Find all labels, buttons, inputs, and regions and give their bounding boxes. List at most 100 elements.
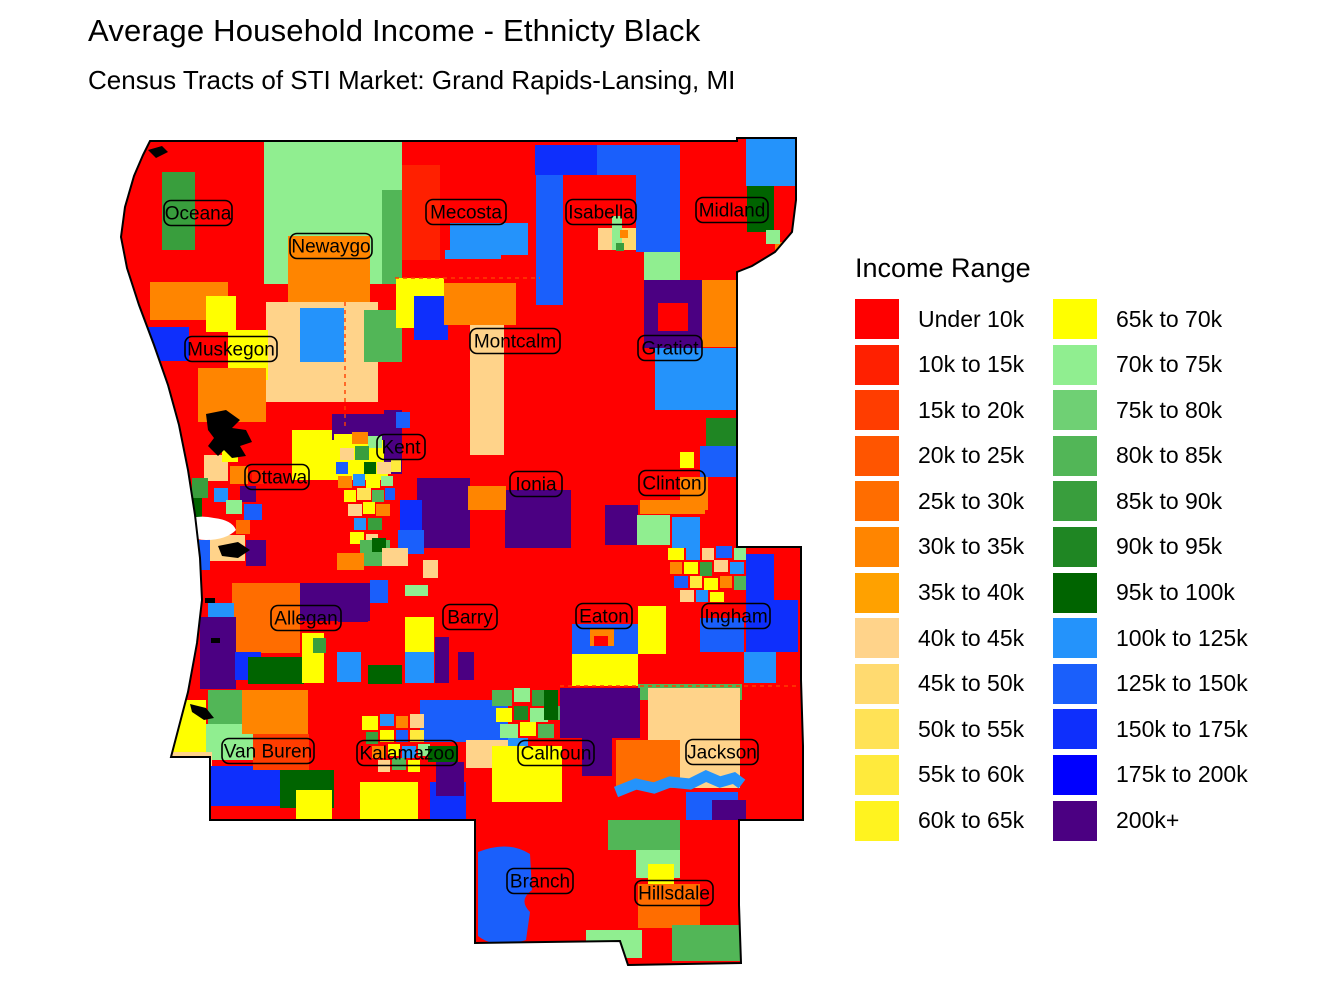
legend-swatch [1053,618,1097,659]
svg-text:Montcalm: Montcalm [474,332,556,353]
legend-item: 50k to 55k [855,709,1053,750]
county-label-branch: Branch [506,867,574,895]
legend-item: 65k to 70k [1053,299,1248,339]
svg-text:Ionia: Ionia [515,475,557,496]
county-label-hillsdale: Hillsdale [634,879,714,907]
legend-item: 80k to 85k [1053,435,1248,476]
legend-label: 55k to 60k [918,761,1025,788]
legend-item: 10k to 15k [855,344,1053,385]
income-range-legend: Income Range Under 10k 10k to 15k 15k to 2… [855,252,1325,846]
legend-title: Income Range [855,253,1031,283]
legend-item: 85k to 90k [1053,481,1248,522]
legend-label: 25k to 30k [918,487,1025,514]
legend-label: 150k to 175k [1116,715,1248,742]
legend-swatch [855,435,899,476]
legend-swatch [1053,800,1097,841]
legend-label: 35k to 40k [918,579,1025,606]
legend-label: 50k to 55k [918,715,1025,742]
legend-swatch [1053,526,1097,567]
svg-text:Van Buren: Van Buren [224,742,312,763]
legend-swatch [1053,435,1097,476]
legend-label: 175k to 200k [1116,761,1248,788]
legend-label: 75k to 80k [1116,396,1223,423]
legend-swatch [1053,709,1097,750]
svg-text:Muskegon: Muskegon [187,340,275,361]
svg-text:Kent: Kent [381,438,421,459]
legend-columns: Under 10k 10k to 15k 15k to 20k 20k to 25k 2… [855,299,1325,846]
county-label-eaton: Eaton [575,602,633,630]
svg-text:Calhoun: Calhoun [521,744,592,765]
legend-item: 175k to 200k [1053,754,1248,795]
county-label-montcalm: Montcalm [469,327,561,355]
svg-text:Branch: Branch [510,872,570,893]
svg-text:Ingham: Ingham [704,607,767,628]
legend-item: 100k to 125k [1053,618,1248,659]
legend-swatch [855,526,899,567]
legend-item: 30k to 35k [855,526,1053,567]
legend-label: 125k to 150k [1116,670,1248,697]
svg-text:Hillsdale: Hillsdale [638,884,710,905]
legend-label: Under 10k [918,305,1025,332]
svg-text:Eaton: Eaton [579,607,629,628]
svg-text:Barry: Barry [447,608,493,629]
svg-text:Clinton: Clinton [642,474,701,495]
water-features [148,146,252,720]
county-label-kalamazoo: Kalamazoo [356,739,458,767]
county-label-jackson: Jackson [685,738,759,766]
legend-label: 60k to 65k [918,807,1025,834]
legend-item: 45k to 50k [855,663,1053,704]
page-subtitle: Census Tracts of STI Market: Grand Rapid… [88,65,736,95]
county-label-barry: Barry [442,603,498,631]
svg-text:Allegan: Allegan [274,609,337,630]
legend-swatch [855,390,899,431]
legend-item: 35k to 40k [855,572,1053,613]
county-label-allegan: Allegan [270,604,342,632]
legend-swatch [855,618,899,659]
svg-text:Mecosta: Mecosta [430,203,502,224]
legend-swatch [1053,390,1097,431]
legend-label: 70k to 75k [1116,351,1223,378]
page-title: Average Household Income - Ethnicty Blac… [88,13,701,48]
legend-label: 30k to 35k [918,533,1025,560]
county-label-isabella: Isabella [565,198,637,226]
county-label-oceana: Oceana [163,199,233,227]
county-label-muskegon: Muskegon [184,335,278,363]
svg-text:Kalamazoo: Kalamazoo [359,744,454,765]
svg-text:Ottawa: Ottawa [247,468,308,489]
legend-label: 20k to 25k [918,442,1025,469]
legend-label: 85k to 90k [1116,487,1223,514]
legend-item: 70k to 75k [1053,344,1248,385]
county-label-midland: Midland [695,196,769,224]
legend-label: 95k to 100k [1116,579,1235,606]
legend-swatch [1053,663,1097,704]
legend-swatch [1053,299,1097,339]
legend-label: 90k to 95k [1116,533,1223,560]
svg-text:Newaygo: Newaygo [291,237,370,258]
svg-text:Jackson: Jackson [687,743,757,764]
legend-label: 65k to 70k [1116,305,1223,332]
county-label-clinton: Clinton [638,469,706,497]
legend-swatch [1053,572,1097,613]
legend-label: 100k to 125k [1116,624,1248,651]
legend-label: 200k+ [1116,807,1180,834]
svg-text:Gratiot: Gratiot [641,339,699,360]
legend-item: 60k to 65k [855,800,1053,841]
legend-item: Under 10k [855,299,1053,339]
legend-swatch [855,299,899,339]
legend-item: 25k to 30k [855,481,1053,522]
legend-item: 75k to 80k [1053,390,1248,431]
county-label-calhoun: Calhoun [517,739,595,767]
legend-swatch [855,481,899,522]
county-label-kent: Kent [376,433,426,461]
legend-swatch [855,754,899,795]
county-labels: Oceana Newaygo Mecosta Isabella Midland Muske… [163,196,771,907]
map-tracts [121,138,803,965]
legend-item: 125k to 150k [1053,663,1248,704]
legend-label: 10k to 15k [918,351,1025,378]
county-label-ionia: Ionia [509,470,563,498]
legend-swatch [1053,754,1097,795]
legend-swatch [855,800,899,841]
legend-label: 45k to 50k [918,670,1025,697]
county-label-van-buren: Van Buren [221,737,315,765]
